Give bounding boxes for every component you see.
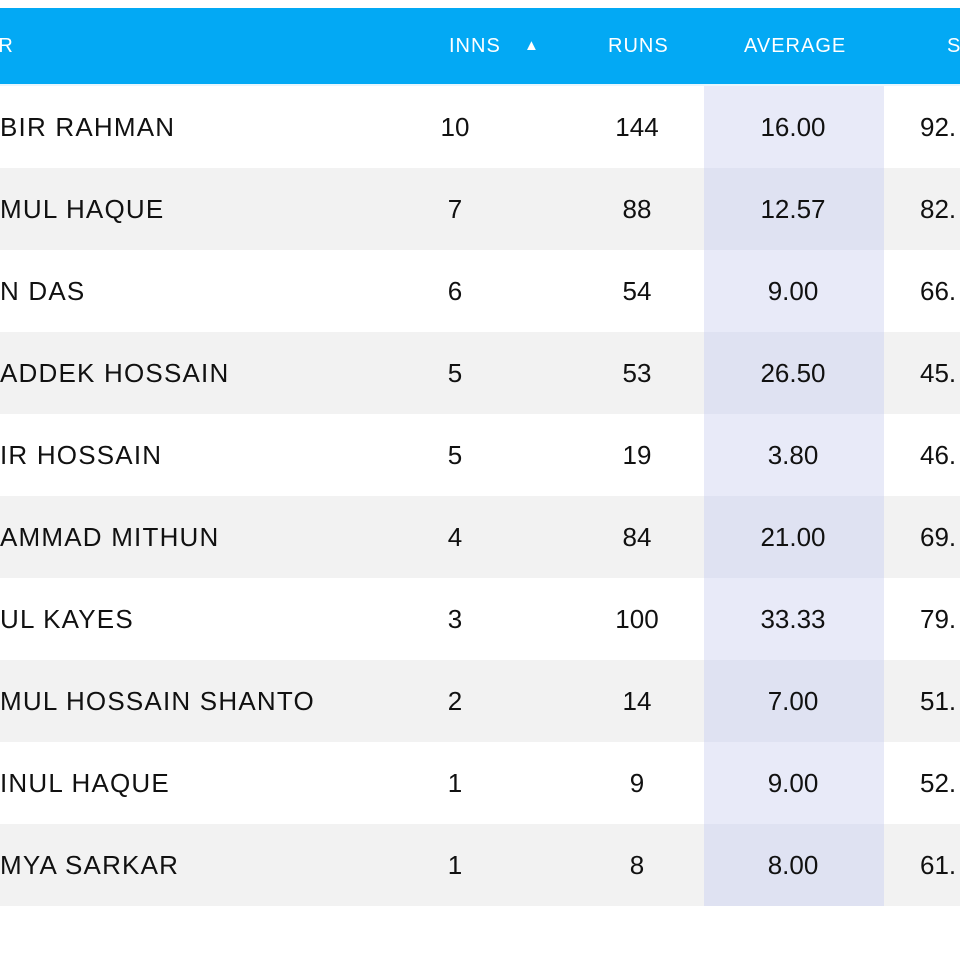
average-cell: 12.57 bbox=[760, 194, 826, 224]
player-name-cell[interactable]: UL KAYES bbox=[0, 604, 134, 634]
player-name-cell[interactable]: INUL HAQUE bbox=[0, 768, 170, 798]
runs-cell: 88 bbox=[622, 194, 652, 224]
average-column-highlight bbox=[704, 496, 884, 578]
strike-rate-cell: 51. bbox=[920, 686, 957, 716]
strike-rate-cell: 92. bbox=[920, 112, 957, 142]
column-header-average[interactable]: AVERAGE bbox=[744, 35, 847, 57]
table-row[interactable]: N DAS 6 54 9.00 66. bbox=[0, 250, 960, 332]
table-header: ER INNS ▲ RUNS AVERAGE S bbox=[0, 8, 960, 86]
inns-cell: 2 bbox=[447, 686, 463, 716]
player-name-cell[interactable]: IR HOSSAIN bbox=[0, 440, 163, 470]
table-row[interactable]: BIR RAHMAN 10 144 16.00 92. bbox=[0, 86, 960, 168]
player-name-cell[interactable]: ADDEK HOSSAIN bbox=[0, 358, 230, 388]
average-cell: 33.33 bbox=[760, 604, 826, 634]
average-column-highlight bbox=[704, 332, 884, 414]
average-cell: 21.00 bbox=[760, 522, 826, 552]
average-cell: 9.00 bbox=[767, 276, 819, 306]
average-column-highlight bbox=[704, 660, 884, 742]
player-name-cell[interactable]: MYA SARKAR bbox=[0, 850, 180, 880]
player-name-cell[interactable]: MUL HOSSAIN SHANTO bbox=[0, 686, 315, 716]
table-body: BIR RAHMAN 10 144 16.00 92. MUL HAQUE 7 88 12.57… bbox=[0, 86, 960, 906]
strike-rate-cell: 82. bbox=[920, 194, 957, 224]
table-row[interactable]: ADDEK HOSSAIN 5 53 26.50 45. bbox=[0, 332, 960, 414]
column-header-player[interactable]: ER bbox=[0, 35, 14, 57]
average-column-highlight bbox=[704, 168, 884, 250]
average-cell: 8.00 bbox=[767, 850, 819, 880]
runs-cell: 100 bbox=[615, 604, 659, 634]
column-header-runs[interactable]: RUNS bbox=[608, 35, 669, 57]
runs-cell: 19 bbox=[622, 440, 652, 470]
inns-cell: 10 bbox=[440, 112, 470, 142]
table-row[interactable]: INUL HAQUE 1 9 9.00 52. bbox=[0, 742, 960, 824]
inns-cell: 5 bbox=[447, 440, 463, 470]
player-name-cell[interactable]: AMMAD MITHUN bbox=[0, 522, 220, 552]
runs-cell: 53 bbox=[622, 358, 652, 388]
column-header-strike-rate[interactable]: S bbox=[947, 35, 960, 57]
inns-cell: 1 bbox=[447, 850, 463, 880]
average-cell: 26.50 bbox=[760, 358, 826, 388]
inns-cell: 5 bbox=[447, 358, 463, 388]
table-row[interactable]: MYA SARKAR 1 8 8.00 61. bbox=[0, 824, 960, 906]
average-column-highlight bbox=[704, 86, 884, 168]
average-cell: 3.80 bbox=[767, 440, 819, 470]
runs-cell: 14 bbox=[622, 686, 652, 716]
average-cell: 16.00 bbox=[760, 112, 826, 142]
footer-partial-text: .... bbox=[478, 948, 510, 960]
average-column-highlight bbox=[704, 414, 884, 496]
runs-cell: 144 bbox=[615, 112, 659, 142]
runs-cell: 84 bbox=[622, 522, 652, 552]
runs-cell: 54 bbox=[622, 276, 652, 306]
strike-rate-cell: 52. bbox=[920, 768, 957, 798]
runs-cell: 8 bbox=[629, 850, 645, 880]
strike-rate-cell: 61. bbox=[920, 850, 957, 880]
table-row[interactable]: IR HOSSAIN 5 19 3.80 46. bbox=[0, 414, 960, 496]
player-name-cell[interactable]: MUL HAQUE bbox=[0, 194, 165, 224]
player-name-cell[interactable]: N DAS bbox=[0, 276, 86, 306]
inns-cell: 7 bbox=[447, 194, 463, 224]
strike-rate-cell: 69. bbox=[920, 522, 957, 552]
strike-rate-cell: 66. bbox=[920, 276, 957, 306]
sort-ascending-icon[interactable]: ▲ bbox=[524, 37, 540, 54]
average-cell: 7.00 bbox=[767, 686, 819, 716]
table-row[interactable]: UL KAYES 3 100 33.33 79. bbox=[0, 578, 960, 660]
inns-cell: 1 bbox=[447, 768, 463, 798]
runs-cell: 9 bbox=[629, 768, 645, 798]
strike-rate-cell: 45. bbox=[920, 358, 957, 388]
average-column-highlight bbox=[704, 742, 884, 824]
strike-rate-cell: 79. bbox=[920, 604, 957, 634]
average-column-highlight bbox=[704, 250, 884, 332]
inns-cell: 4 bbox=[447, 522, 463, 552]
player-name-cell[interactable]: BIR RAHMAN bbox=[0, 112, 176, 142]
inns-cell: 3 bbox=[447, 604, 463, 634]
average-cell: 9.00 bbox=[767, 768, 819, 798]
table-row[interactable]: AMMAD MITHUN 4 84 21.00 69. bbox=[0, 496, 960, 578]
table-row[interactable]: MUL HAQUE 7 88 12.57 82. bbox=[0, 168, 960, 250]
inns-cell: 6 bbox=[447, 276, 463, 306]
table-row[interactable]: MUL HOSSAIN SHANTO 2 14 7.00 51. bbox=[0, 660, 960, 742]
strike-rate-cell: 46. bbox=[920, 440, 957, 470]
column-header-inns[interactable]: INNS bbox=[449, 35, 501, 57]
average-column-highlight bbox=[704, 824, 884, 906]
average-column-highlight bbox=[704, 578, 884, 660]
